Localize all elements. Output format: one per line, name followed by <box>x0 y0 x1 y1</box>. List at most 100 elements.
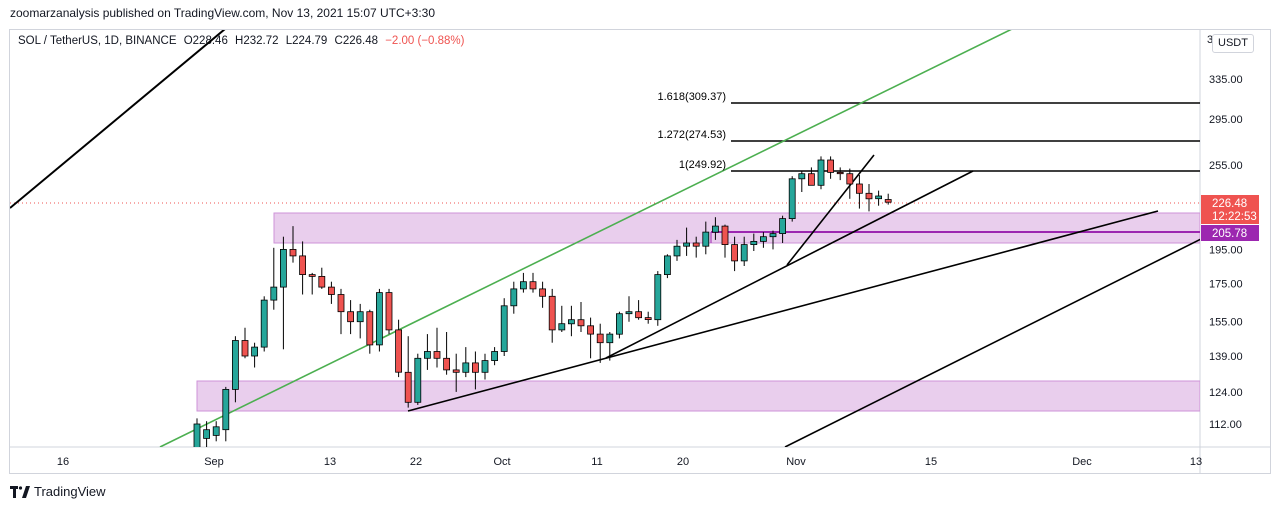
trendline-support-long[interactable] <box>407 210 1159 412</box>
candle-body[interactable] <box>289 248 297 257</box>
candle-body[interactable] <box>270 286 278 301</box>
candle-body[interactable] <box>193 423 201 460</box>
candle-body[interactable] <box>251 346 259 357</box>
candle-body[interactable] <box>644 317 652 321</box>
candle-body[interactable] <box>347 311 355 323</box>
candle-body[interactable] <box>779 218 786 235</box>
price-scale[interactable]: 335.00 295.00 255.00 195.00 175.00 155.00 139.… <box>1209 74 1243 431</box>
candle-body[interactable] <box>231 340 239 390</box>
candle-body[interactable] <box>856 183 863 194</box>
candle-body[interactable] <box>827 159 834 173</box>
candle-body[interactable] <box>769 233 777 238</box>
candle-body[interactable] <box>500 305 508 352</box>
candle-body[interactable] <box>673 245 681 257</box>
support-zone[interactable] <box>196 380 1200 412</box>
candle-body[interactable] <box>760 236 767 242</box>
candle-body[interactable] <box>654 274 662 321</box>
tradingview-logo[interactable]: TradingView <box>10 484 106 499</box>
tradingview-icon <box>10 485 30 498</box>
price-tick-1: 295.00 <box>1209 114 1243 126</box>
candle-body[interactable] <box>414 357 422 403</box>
candle-body[interactable] <box>318 275 326 288</box>
candle-body[interactable] <box>491 351 499 362</box>
candle-body[interactable] <box>606 333 614 344</box>
candle-body[interactable] <box>587 325 594 335</box>
candle-body[interactable] <box>884 199 892 203</box>
candle-body[interactable] <box>366 311 374 346</box>
candle-body[interactable] <box>356 311 364 323</box>
candle-body[interactable] <box>808 173 815 186</box>
candle-body[interactable] <box>836 171 844 175</box>
candle-body[interactable] <box>664 255 671 275</box>
candle-body[interactable] <box>683 242 690 247</box>
candle-body[interactable] <box>375 292 383 346</box>
candle-body[interactable] <box>308 274 316 277</box>
candle-body[interactable] <box>788 178 796 220</box>
price-tick-7: 124.00 <box>1209 387 1243 399</box>
trendline-lower-right[interactable] <box>784 237 1205 447</box>
candle-body[interactable] <box>846 173 854 185</box>
candle-body[interactable] <box>875 195 882 200</box>
candle-body[interactable] <box>443 357 451 371</box>
fib-label-1: 1(249.92) <box>679 159 726 171</box>
candle-body[interactable] <box>817 159 825 186</box>
trendline-support-mid[interactable] <box>605 170 974 359</box>
candle-body[interactable] <box>702 231 710 247</box>
candle-body[interactable] <box>327 286 335 295</box>
price-tick-8: 112.00 <box>1209 419 1242 431</box>
candle-body[interactable] <box>510 288 518 307</box>
candle-body[interactable] <box>520 281 527 290</box>
candle-body[interactable] <box>481 360 489 373</box>
candle-body[interactable] <box>539 288 546 297</box>
trendline-support-steep[interactable] <box>786 154 875 266</box>
level-value: 205.78 <box>1212 228 1247 240</box>
candle-body[interactable] <box>203 429 211 439</box>
candle-body[interactable] <box>241 340 249 357</box>
candle-body[interactable] <box>616 313 623 335</box>
candle-body[interactable] <box>712 225 719 233</box>
candle-body[interactable] <box>423 351 431 359</box>
publisher-line: zoomarzanalysis published on TradingView… <box>10 6 436 20</box>
candle-body[interactable] <box>395 329 403 373</box>
candle-body[interactable] <box>798 173 806 180</box>
candle-body[interactable] <box>692 242 700 247</box>
candle-body[interactable] <box>568 319 575 325</box>
green-channel-line[interactable] <box>159 29 1012 447</box>
trendline-upper-left[interactable] <box>10 29 226 209</box>
candle-body[interactable] <box>471 362 479 373</box>
candle-body[interactable] <box>385 292 393 331</box>
level-badge <box>1201 225 1259 241</box>
candle-body[interactable] <box>721 225 729 246</box>
time-tick-9: Dec <box>1072 456 1092 468</box>
candle-body[interactable] <box>299 255 307 275</box>
candle-body[interactable] <box>452 369 460 373</box>
candle-body[interactable] <box>750 240 758 245</box>
time-tick-6: 20 <box>677 456 689 468</box>
candle-body[interactable] <box>625 311 633 315</box>
candle-body[interactable] <box>404 371 412 403</box>
candle-body[interactable] <box>337 294 345 313</box>
candle-body[interactable] <box>865 192 873 200</box>
fib-label-1272: 1.272(274.53) <box>658 129 727 141</box>
candle-body[interactable] <box>731 244 738 262</box>
candle-body[interactable] <box>596 333 604 344</box>
candle-body[interactable] <box>222 388 230 431</box>
symbol-name[interactable]: SOL / TetherUS, 1D, BINANCE <box>18 35 177 47</box>
time-tick-3: 22 <box>410 456 422 468</box>
candle-body[interactable] <box>635 311 642 319</box>
candle-body[interactable] <box>462 362 470 373</box>
candle-body[interactable] <box>548 295 556 331</box>
resistance-zone[interactable] <box>273 212 1200 244</box>
candle-body[interactable] <box>577 319 585 327</box>
candle-body[interactable] <box>740 244 748 262</box>
currency-button[interactable]: USDT <box>1212 34 1254 53</box>
candle-body[interactable] <box>433 351 441 359</box>
candle-body[interactable] <box>529 281 537 290</box>
candle-body[interactable] <box>212 426 220 436</box>
candle-body[interactable] <box>279 248 287 288</box>
candle-body[interactable] <box>260 299 268 348</box>
candle-body[interactable] <box>558 323 566 331</box>
open-value: O228.46 <box>183 35 228 47</box>
time-scale[interactable]: 16 Sep 13 22 Oct 11 20 Nov 15 Dec 13 <box>57 456 1202 468</box>
